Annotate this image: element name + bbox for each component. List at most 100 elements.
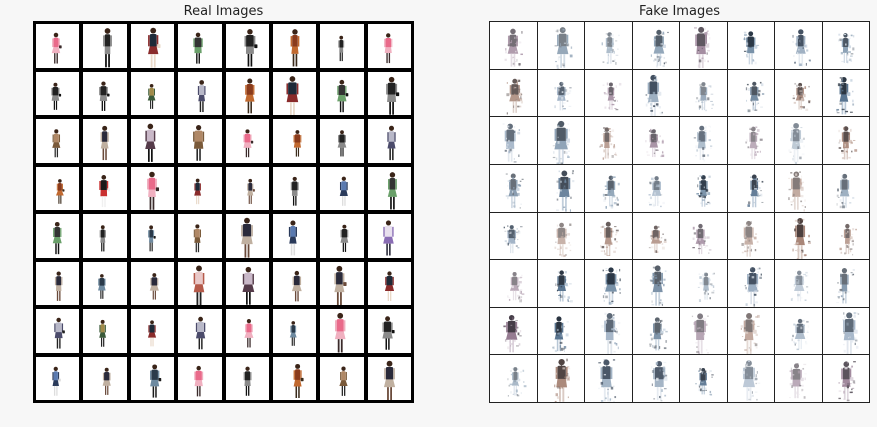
fashion-figure-image (147, 27, 161, 68)
generated-figure-image (792, 217, 811, 260)
fake-image-tile (727, 22, 774, 69)
generated-figure-image (602, 267, 621, 305)
generated-figure-image (697, 272, 715, 303)
fashion-figure-image (100, 125, 110, 161)
real-image-tile (225, 309, 269, 353)
fake-image-tile (632, 117, 679, 164)
real-image-tile (36, 356, 80, 400)
fashion-figure-image (99, 319, 107, 347)
generated-figure-image (744, 267, 762, 307)
fashion-figure-image (382, 220, 394, 256)
fashion-figure-image (293, 363, 304, 398)
fashion-figure-image (291, 270, 302, 301)
fashion-figure-image (99, 174, 111, 207)
real-image-tile (130, 119, 175, 163)
generated-figure-image (502, 123, 521, 163)
fake-image-tile (775, 307, 822, 355)
generated-figure-image (601, 312, 621, 354)
real-image-tile (83, 71, 127, 115)
generated-figure-image (505, 173, 524, 209)
generated-figure-image (553, 222, 571, 257)
real-image-tile (272, 214, 317, 258)
fake-image-tile (727, 212, 774, 260)
fake-image-tile (680, 117, 727, 164)
fake-image-tile (585, 307, 632, 355)
real-image-tile (130, 261, 175, 305)
fake-image-tile (775, 117, 822, 164)
real-image-tile (272, 166, 317, 210)
fashion-figure-image (244, 78, 255, 113)
generated-figure-image (602, 82, 622, 110)
generated-figure-image (740, 312, 760, 354)
fake-image-tile (822, 22, 869, 69)
real-image-tile (320, 166, 364, 210)
real-image-tile (367, 71, 411, 115)
fashion-figure-image (243, 366, 251, 396)
real-images-title: Real Images (183, 4, 264, 19)
fashion-figure-image (194, 178, 202, 204)
real-images-grid (33, 21, 414, 403)
fashion-figure-image (240, 217, 253, 258)
generated-figure-image (790, 270, 809, 302)
real-image-tile (83, 214, 127, 258)
real-image-tile (272, 356, 317, 400)
fashion-figure-image (194, 365, 204, 396)
fashion-figure-image (54, 317, 65, 349)
fake-image-tile (727, 117, 774, 164)
fake-image-tile (585, 117, 632, 164)
real-image-tile (36, 71, 80, 115)
fake-image-tile (727, 307, 774, 355)
generated-figure-image (553, 359, 570, 402)
fake-image-tile (537, 355, 584, 402)
fake-image-tile (537, 307, 584, 355)
fashion-figure-image (337, 79, 349, 112)
fake-image-tile (585, 69, 632, 117)
real-image-tile (272, 24, 317, 68)
fashion-figure-image (241, 266, 254, 305)
fake-image-tile (822, 260, 869, 307)
fashion-figure-image (99, 81, 110, 111)
generated-figure-image (602, 175, 620, 209)
fashion-figure-image (290, 29, 300, 67)
generated-figure-image (835, 268, 855, 304)
generated-figure-image (744, 126, 763, 160)
fake-image-tile (680, 307, 727, 355)
fake-image-tile (680, 22, 727, 69)
fashion-figure-image (51, 82, 62, 110)
generated-figure-image (742, 31, 759, 65)
fake-image-tile (632, 260, 679, 307)
fake-image-tile (775, 212, 822, 260)
fake-image-tile (490, 69, 537, 117)
fashion-figure-image (243, 319, 253, 348)
fake-image-tile (822, 355, 869, 402)
fake-image-tile (490, 260, 537, 307)
fashion-figure-image (383, 33, 392, 64)
real-image-tile (225, 119, 269, 163)
fashion-figure-image (146, 171, 159, 210)
generated-figure-image (836, 173, 854, 209)
real-image-tile (36, 24, 80, 68)
fashion-figure-image (193, 32, 203, 64)
fake-images-title: Fake Images (639, 4, 720, 19)
fashion-figure-image (52, 221, 62, 255)
fake-image-tile (727, 69, 774, 117)
generated-figure-image (503, 314, 522, 353)
generated-figure-image (691, 313, 709, 355)
real-image-tile (367, 309, 411, 353)
generated-figure-image (788, 171, 806, 212)
fashion-figure-image (147, 83, 156, 109)
fake-image-tile (822, 69, 869, 117)
generated-figure-image (601, 32, 620, 65)
generated-figure-image (835, 76, 854, 114)
fake-image-tile (632, 22, 679, 69)
real-image-tile (367, 166, 411, 210)
fake-image-tile (632, 164, 679, 212)
generated-figure-image (693, 125, 713, 162)
fashion-figure-image (103, 28, 113, 68)
fake-image-tile (775, 69, 822, 117)
fake-image-tile (585, 355, 632, 402)
generated-figure-image (551, 316, 569, 352)
fashion-figure-image (293, 130, 302, 157)
generated-figure-image (599, 127, 618, 161)
generated-figure-image (555, 170, 574, 212)
